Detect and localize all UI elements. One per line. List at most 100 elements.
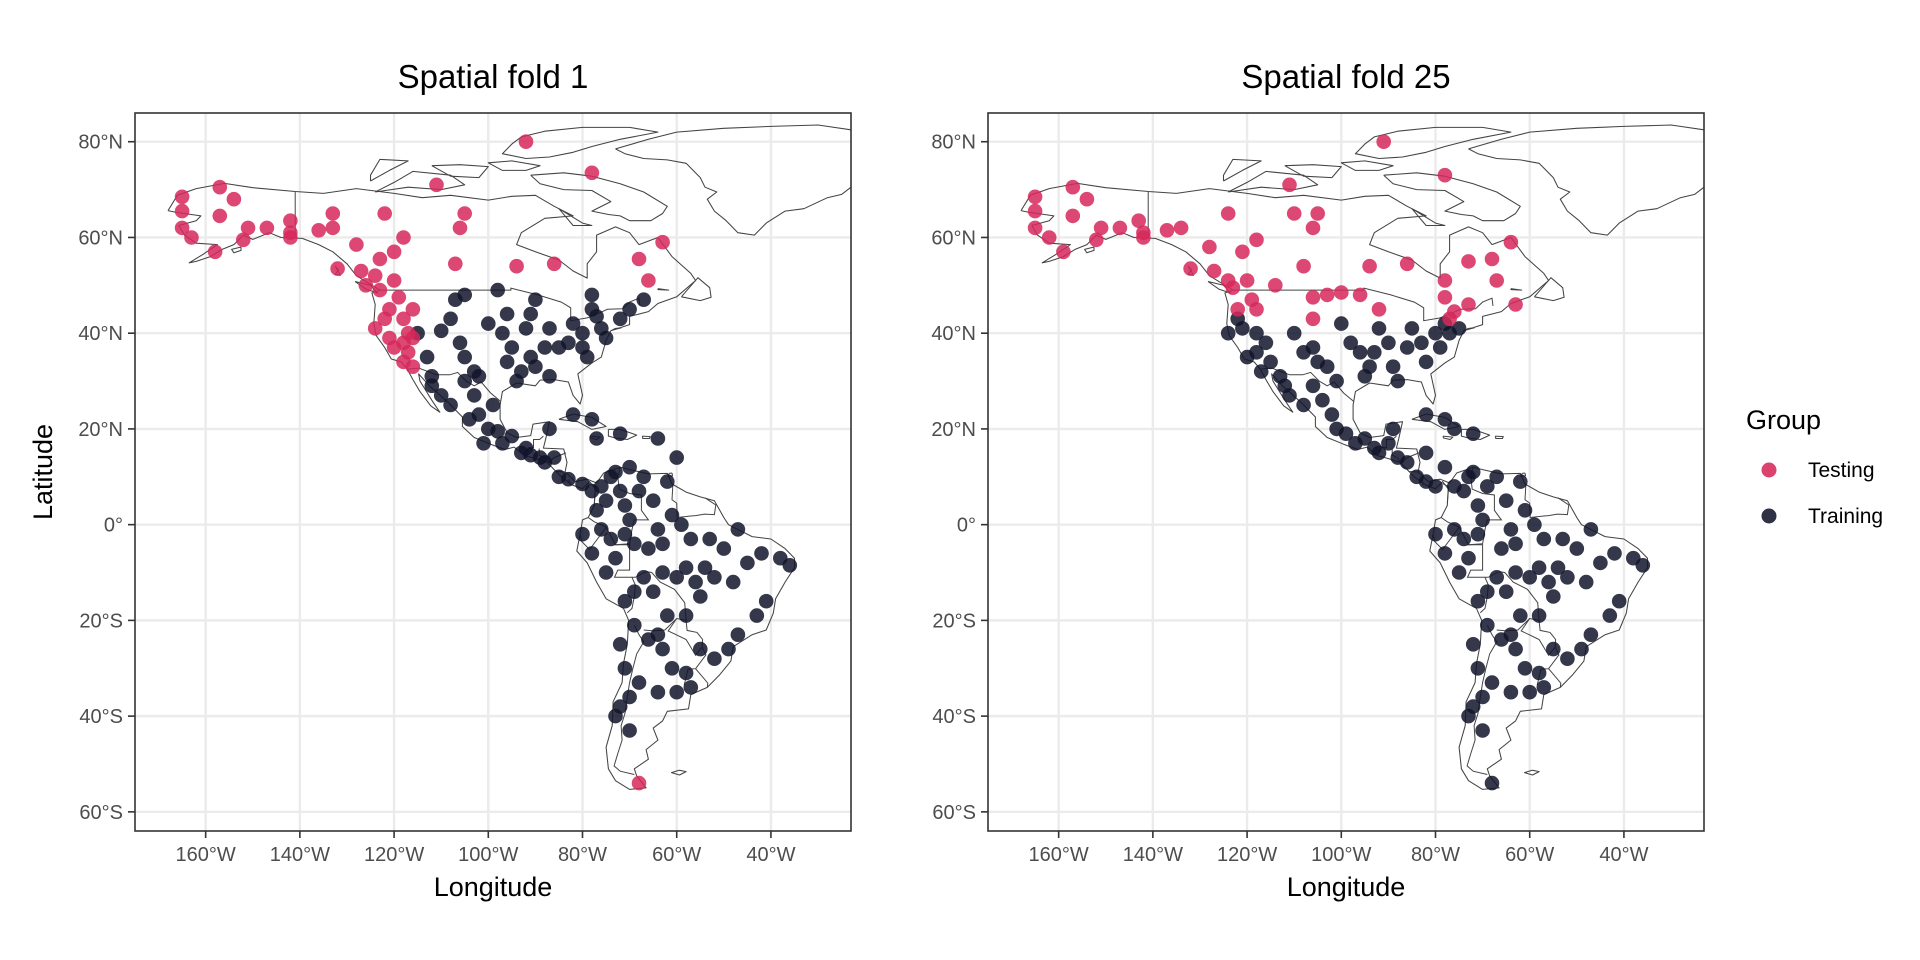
map-panel-2 [987, 112, 1705, 832]
point-training [433, 323, 449, 339]
point-training [1362, 359, 1377, 375]
legend-key-testing [1761, 462, 1777, 478]
point-testing [367, 321, 383, 336]
point-training [561, 335, 576, 351]
legend: Group Testing Training [1746, 405, 1883, 528]
point-training [693, 641, 708, 657]
point-training [603, 531, 619, 547]
point-training [1367, 345, 1382, 360]
point-training [575, 325, 590, 341]
y-tick-label: 60°N [931, 227, 976, 249]
point-training [1517, 503, 1533, 518]
point-training [612, 426, 628, 442]
point-testing [1220, 206, 1236, 221]
point-training [627, 584, 642, 599]
points [1027, 134, 1651, 791]
point-testing [546, 256, 562, 272]
point-testing [174, 189, 190, 205]
point-training [499, 354, 515, 370]
point-training [1578, 574, 1594, 590]
point-training [1508, 641, 1523, 657]
point-training [542, 321, 557, 336]
point-testing [396, 354, 411, 370]
point-training [1428, 479, 1443, 494]
point-training [1635, 558, 1651, 573]
point-training [678, 665, 694, 681]
point-training [589, 503, 604, 518]
coastline [431, 164, 489, 179]
point-training [707, 651, 722, 666]
point-training [528, 292, 543, 308]
point-training [749, 608, 765, 623]
point-training [627, 536, 642, 552]
point-training [575, 526, 590, 542]
point-testing [518, 134, 534, 149]
point-training [636, 469, 651, 485]
point-training [584, 287, 600, 303]
x-tick-label: 100°W [458, 844, 518, 866]
point-testing [283, 230, 298, 245]
point-training [1461, 708, 1476, 724]
point-training [627, 617, 642, 633]
point-training [617, 526, 633, 542]
country-border [1548, 668, 1562, 688]
point-testing [1371, 302, 1387, 317]
point-training [495, 325, 510, 341]
point-testing [1027, 220, 1043, 236]
coastline [1340, 160, 1394, 171]
point-testing [311, 223, 327, 238]
coastline [681, 277, 712, 302]
point-training [1385, 359, 1401, 375]
point-training [1513, 608, 1528, 623]
point-training [664, 661, 680, 676]
point-testing [391, 290, 407, 305]
point-training [589, 431, 604, 446]
point-training [476, 436, 491, 451]
y-tick-label: 40°N [931, 323, 976, 345]
point-training [1508, 536, 1523, 552]
point-training [419, 349, 435, 365]
point-training [466, 388, 482, 403]
point-testing [349, 237, 364, 252]
point-testing [1489, 273, 1504, 288]
y-tick-label: 40°S [932, 706, 976, 728]
point-training [1451, 321, 1467, 336]
point-training [622, 459, 637, 475]
point-training [664, 507, 680, 523]
legend-key-training [1761, 508, 1777, 524]
point-training [528, 359, 543, 375]
point-training [1522, 570, 1537, 585]
point-training [1531, 560, 1547, 575]
y-tick-label: 40°S [79, 706, 123, 728]
point-training [504, 428, 520, 444]
point-training [1451, 565, 1467, 580]
point-training [1381, 335, 1396, 351]
point-testing [1225, 280, 1241, 296]
panel-border [987, 112, 1705, 832]
point-testing [1362, 258, 1377, 274]
point-training [707, 570, 722, 585]
point-training [617, 498, 633, 513]
point-testing [405, 330, 421, 346]
x-tick-label: 120°W [364, 844, 424, 866]
y-tick-label: 0° [957, 515, 976, 537]
point-training [514, 364, 529, 379]
point-testing [405, 302, 421, 317]
point-training [1324, 407, 1340, 422]
point-training [598, 565, 614, 580]
coastline [1227, 170, 1319, 193]
point-training [1531, 665, 1547, 681]
point-training [1465, 426, 1481, 442]
point-testing [1305, 290, 1321, 305]
point-training [1447, 479, 1462, 494]
point-training [594, 479, 609, 494]
panel-title-1: Spatial fold 1 [398, 58, 589, 95]
point-training [523, 306, 538, 322]
point-training [1437, 546, 1453, 561]
point-training [1583, 522, 1599, 537]
point-training [457, 287, 473, 303]
point-testing [1131, 213, 1146, 228]
point-training [688, 574, 703, 590]
point-training [1428, 325, 1443, 341]
point-testing [283, 213, 298, 228]
